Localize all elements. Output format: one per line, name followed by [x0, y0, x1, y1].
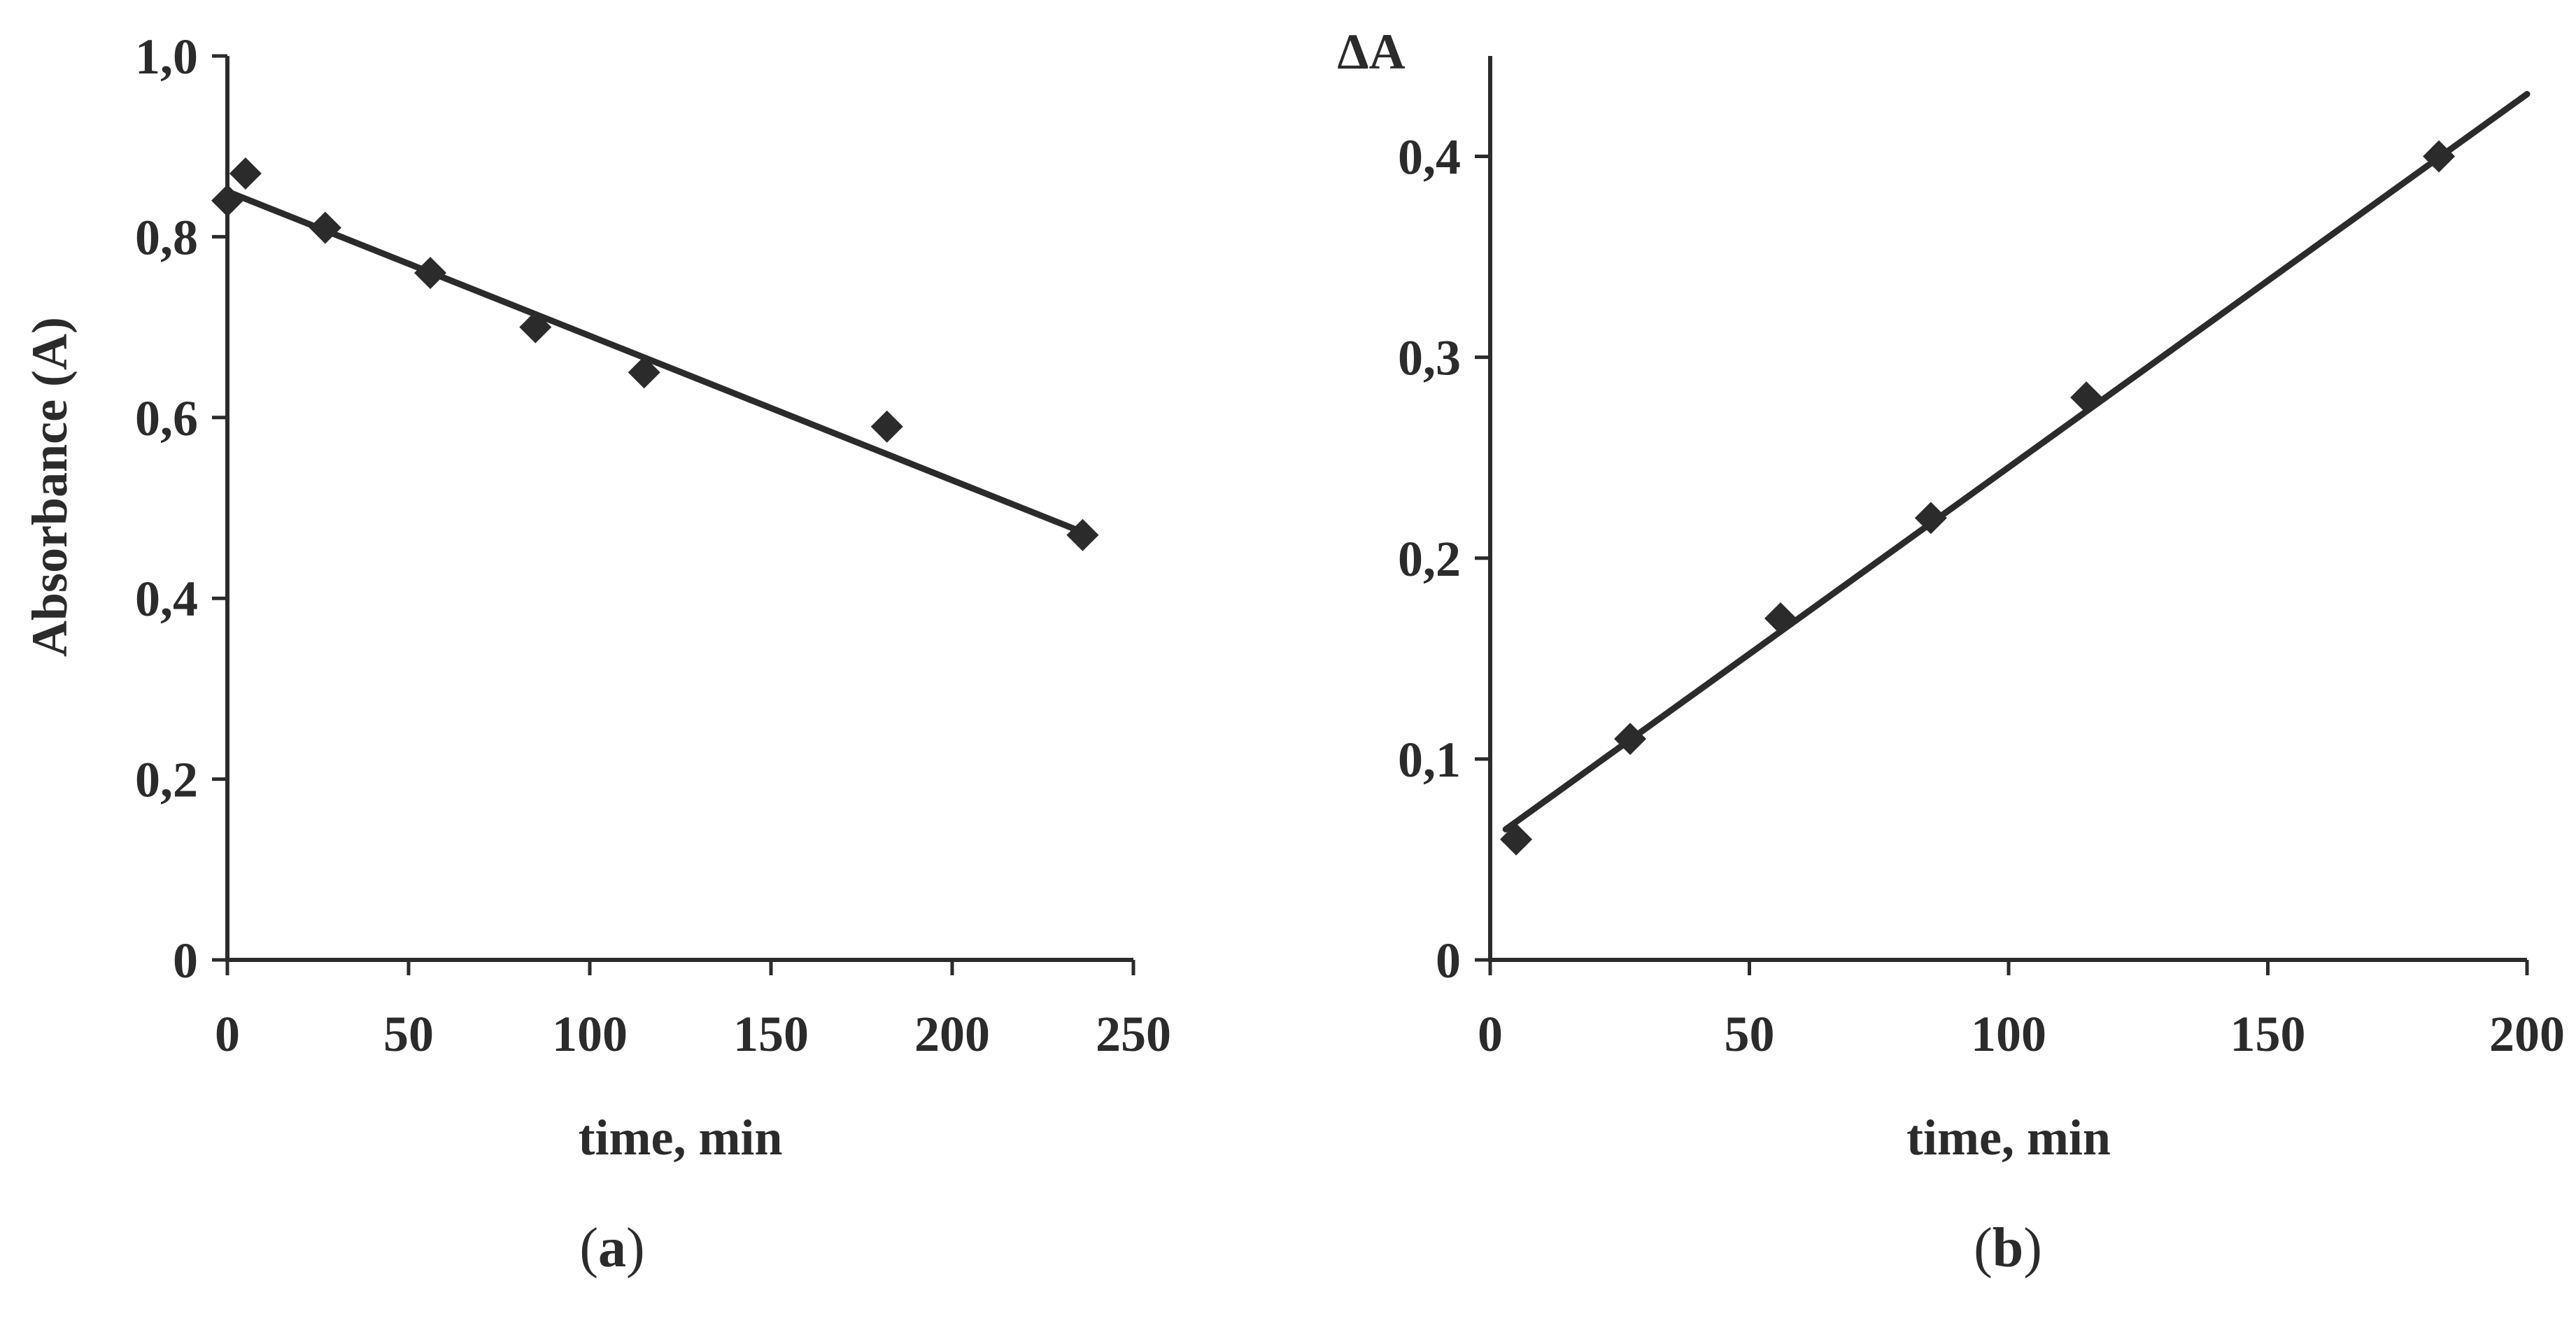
panel-b-chart: 0 50 100 150 200 0 0,1 0,2 0,3 0,4 time, min ΔA (b)	[1337, 24, 2565, 1279]
y-tick-label: 0,2	[1398, 531, 1461, 587]
panel-label: (b)	[1974, 1217, 2042, 1279]
y-tick-label: 1,0	[135, 29, 198, 85]
x-tick-label: 0	[1478, 1006, 1503, 1062]
panel-label-open-paren: (	[1974, 1217, 1993, 1279]
x-tick-label: 200	[914, 1006, 990, 1062]
data-point-marker	[1914, 502, 1947, 535]
data-point-marker	[1614, 723, 1647, 756]
panel-label-open-paren: (	[579, 1217, 598, 1279]
x-tick-label: 50	[383, 1006, 434, 1062]
x-tick-label: 200	[2489, 1006, 2565, 1062]
y-tick-label: 0	[173, 933, 198, 989]
data-point-marker	[211, 184, 243, 217]
data-point-marker	[1764, 602, 1797, 635]
data-point-marker	[628, 356, 660, 389]
panel-label-close-paren: )	[626, 1217, 645, 1279]
data-point-marker	[2070, 381, 2103, 414]
x-tick-label: 150	[2230, 1006, 2306, 1062]
x-axis-title: time, min	[579, 1110, 783, 1166]
x-axis-title: time, min	[1906, 1110, 2111, 1166]
y-tick-label: 0,2	[135, 752, 198, 808]
y-tick-label: 0,4	[135, 571, 198, 627]
fit-line	[224, 188, 1094, 539]
y-tick-label: 0,8	[135, 209, 198, 265]
panel-label-letter: b	[1993, 1217, 2024, 1279]
data-point-marker	[2423, 140, 2456, 173]
data-point-marker	[1500, 823, 1533, 856]
data-point-marker	[229, 157, 262, 190]
y-tick-label: 0,4	[1398, 129, 1461, 185]
data-point-marker	[1066, 518, 1099, 551]
y-tick-label: 0	[1436, 933, 1461, 989]
data-point-marker	[414, 257, 447, 290]
x-tick-label: 250	[1096, 1006, 1171, 1062]
y-axis-title: ΔA	[1337, 24, 1405, 80]
x-tick-label: 100	[1971, 1006, 2046, 1062]
panel-label-close-paren: )	[2023, 1217, 2042, 1279]
data-point-marker	[870, 410, 903, 443]
y-axis-title: Absorbance (A)	[22, 317, 78, 657]
y-tick-label: 0,1	[1398, 732, 1461, 788]
panel-a-chart: 0 50 100 150 200 250 0 0,2 0,4 0,6 0,8 1,0 time, min…	[22, 29, 1171, 1279]
panel-label: (a)	[579, 1217, 644, 1279]
fit-line	[1502, 91, 2531, 833]
x-tick-label: 100	[552, 1006, 628, 1062]
x-tick-label: 150	[733, 1006, 809, 1062]
y-tick-label: 0,3	[1398, 330, 1461, 386]
x-tick-label: 0	[215, 1006, 240, 1062]
x-tick-label: 50	[1725, 1006, 1775, 1062]
panel-label-letter: a	[598, 1217, 626, 1279]
data-point-marker	[309, 211, 341, 244]
data-point-marker	[519, 311, 552, 344]
y-tick-label: 0,6	[135, 390, 198, 446]
